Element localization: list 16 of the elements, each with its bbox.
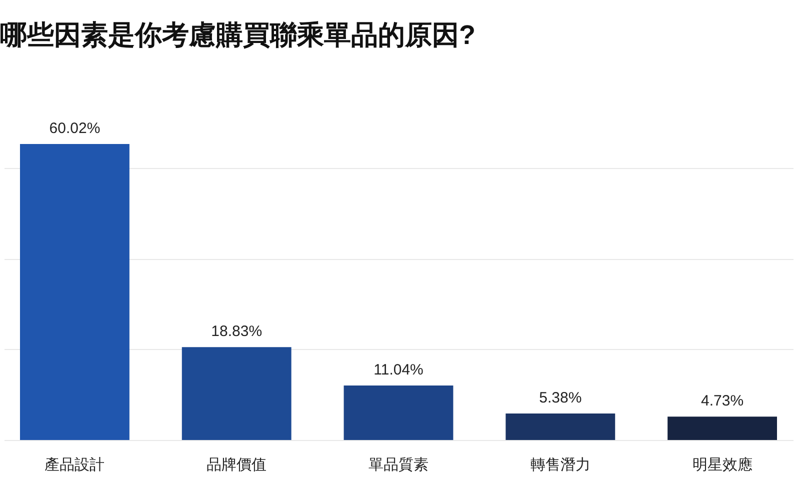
x-tick-label: 轉售潛力 [530,456,590,474]
x-tick-label: 單品質素 [368,456,428,474]
bar [506,413,616,440]
x-tick-label: 品牌價值 [206,456,267,474]
bar [20,144,130,440]
chart-title: 哪些因素是你考慮購買聯乘單品的原因? [0,20,476,50]
bar [668,416,778,440]
data-label: 5.38% [539,389,582,406]
x-tick-label: 產品設計 [44,456,105,474]
data-label: 60.02% [49,120,100,137]
data-label: 18.83% [211,323,262,340]
data-label: 4.73% [701,392,744,410]
data-label: 11.04% [374,362,424,379]
bar [182,347,292,440]
x-tick-label: 明星效應 [692,456,752,474]
bar [344,386,454,440]
